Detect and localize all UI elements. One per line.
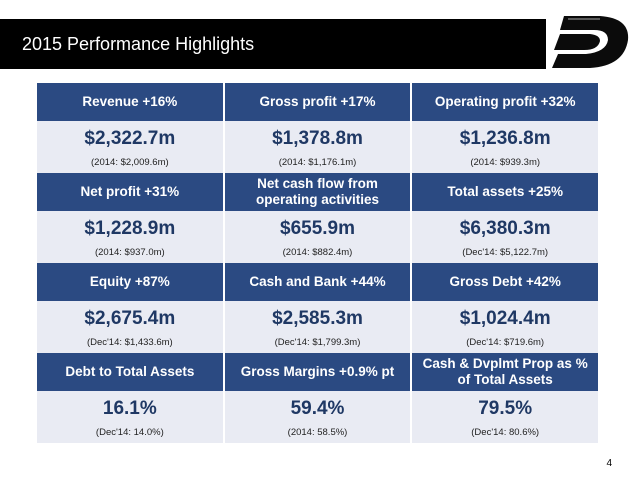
metric-cell: $1,236.8m (2014: $939.3m) xyxy=(412,121,599,173)
metric-value: $1,024.4m xyxy=(459,308,551,329)
metric-header: Cash & Dvplmt Prop as % of Total Assets xyxy=(412,353,599,391)
highlights-grid: Revenue +16% Gross profit +17% Operating… xyxy=(37,83,599,443)
metric-value: $1,378.8m xyxy=(272,128,363,149)
metric-header: Gross Margins +0.9% pt xyxy=(224,353,413,391)
metric-comparison: (2014: $2,009.6m) xyxy=(91,157,169,168)
metric-header: Equity +87% xyxy=(37,263,225,301)
header-row: Equity +87% Cash and Bank +44% Gross Deb… xyxy=(37,263,599,301)
metric-comparison: (Dec'14: 80.6%) xyxy=(471,427,540,438)
header-row: Debt to Total Assets Gross Margins +0.9%… xyxy=(37,353,599,391)
metric-cell: 79.5% (Dec'14: 80.6%) xyxy=(412,391,599,443)
metric-comparison: (2014: $882.4m) xyxy=(282,247,353,258)
metric-comparison: (Dec'14: $5,122.7m) xyxy=(462,247,549,258)
metric-header: Cash and Bank +44% xyxy=(224,263,413,301)
metric-value: 59.4% xyxy=(290,398,345,419)
metric-cell: 16.1% (Dec'14: 14.0%) xyxy=(37,391,225,443)
metric-header: Gross Debt +42% xyxy=(412,263,599,301)
metric-value: $2,675.4m xyxy=(84,308,176,329)
metric-cell: $2,322.7m (2014: $2,009.6m) xyxy=(37,121,225,173)
metric-cell: $2,585.3m (Dec'14: $1,799.3m) xyxy=(224,301,413,353)
metric-value: 79.5% xyxy=(478,398,533,419)
metric-cell: $1,378.8m (2014: $1,176.1m) xyxy=(224,121,413,173)
metric-comparison: (Dec'14: $1,799.3m) xyxy=(274,337,361,348)
metric-value: $6,380.3m xyxy=(459,218,551,239)
metric-cell: $1,024.4m (Dec'14: $719.6m) xyxy=(412,301,599,353)
page-title: 2015 Performance Highlights xyxy=(0,19,546,69)
value-row: 16.1% (Dec'14: 14.0%) 59.4% (2014: 58.5%… xyxy=(37,391,599,443)
metric-header: Operating profit +32% xyxy=(412,83,599,121)
metric-value: $2,322.7m xyxy=(84,128,176,149)
metric-value: $2,585.3m xyxy=(272,308,363,329)
header-row: Net profit +31% Net cash flow from opera… xyxy=(37,173,599,211)
page-number: 4 xyxy=(606,458,612,469)
metric-header: Gross profit +17% xyxy=(224,83,413,121)
metric-header: Debt to Total Assets xyxy=(37,353,225,391)
metric-comparison: (2014: $939.3m) xyxy=(470,157,541,168)
metric-value: 16.1% xyxy=(102,398,157,419)
header-row: Revenue +16% Gross profit +17% Operating… xyxy=(37,83,599,121)
metric-comparison: (Dec'14: $719.6m) xyxy=(466,337,545,348)
metric-header: Total assets +25% xyxy=(412,173,599,211)
metric-value: $655.9m xyxy=(280,218,356,239)
metric-header: Net profit +31% xyxy=(37,173,225,211)
metric-comparison: (2014: $1,176.1m) xyxy=(278,157,357,168)
metric-cell: $6,380.3m (Dec'14: $5,122.7m) xyxy=(412,211,599,263)
d-logo-icon xyxy=(552,16,629,68)
metric-comparison: (2014: 58.5%) xyxy=(287,427,348,438)
value-row: $1,228.9m (2014: $937.0m) $655.9m (2014:… xyxy=(37,211,599,263)
metric-comparison: (Dec'14: 14.0%) xyxy=(95,427,164,438)
metric-comparison: (2014: $937.0m) xyxy=(94,247,165,258)
metric-cell: 59.4% (2014: 58.5%) xyxy=(224,391,413,443)
metric-cell: $655.9m (2014: $882.4m) xyxy=(224,211,413,263)
metric-value: $1,236.8m xyxy=(459,128,551,149)
metric-comparison: (Dec'14: $1,433.6m) xyxy=(86,337,173,348)
metric-header: Revenue +16% xyxy=(37,83,225,121)
metric-cell: $1,228.9m (2014: $937.0m) xyxy=(37,211,225,263)
metric-header: Net cash flow from operating activities xyxy=(224,173,413,211)
metric-value: $1,228.9m xyxy=(84,218,176,239)
value-row: $2,675.4m (Dec'14: $1,433.6m) $2,585.3m … xyxy=(37,301,599,353)
metric-cell: $2,675.4m (Dec'14: $1,433.6m) xyxy=(37,301,225,353)
value-row: $2,322.7m (2014: $2,009.6m) $1,378.8m (2… xyxy=(37,121,599,173)
